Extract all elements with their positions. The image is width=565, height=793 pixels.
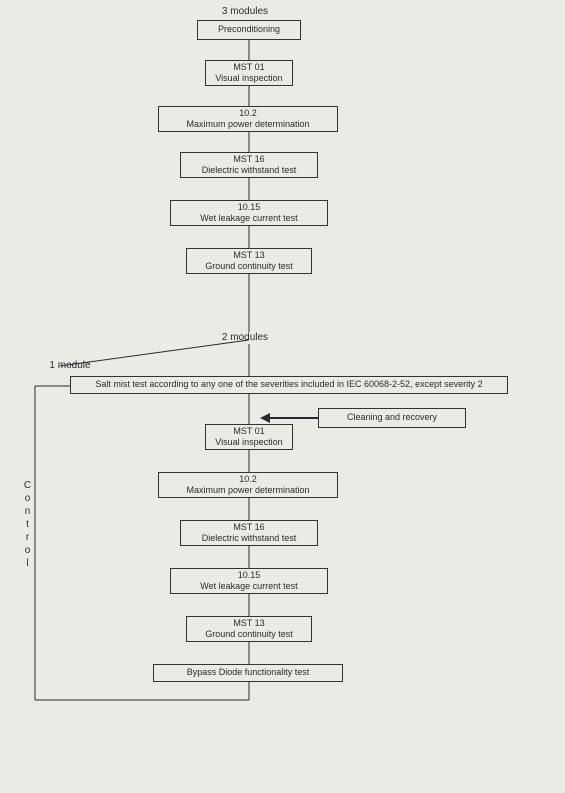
node-label: Ground continuity test	[205, 261, 293, 272]
flow-node-m16a: MST 16Dielectric withstand test	[180, 152, 318, 178]
node-code: 10.15	[238, 202, 261, 213]
node-code: MST 01	[233, 62, 264, 73]
flow-node-p1015a: 10.15Wet leakage current test	[170, 200, 328, 226]
flow-node-salt: Salt mist test according to any one of t…	[70, 376, 508, 394]
flow-node-m13b: MST 13Ground continuity test	[186, 616, 312, 642]
node-code: MST 13	[233, 250, 264, 261]
flow-node-clean: Cleaning and recovery	[318, 408, 466, 428]
flow-node-m13a: MST 13Ground continuity test	[186, 248, 312, 274]
node-code: MST 01	[233, 426, 264, 437]
node-label: Maximum power determination	[186, 119, 309, 130]
node-label: Maximum power determination	[186, 485, 309, 496]
node-label: Dielectric withstand test	[202, 533, 297, 544]
node-label: Wet leakage current test	[200, 213, 297, 224]
node-label: Bypass Diode functionality test	[187, 667, 310, 678]
flow-node-p102a: 10.2Maximum power determination	[158, 106, 338, 132]
label-left: 1 module	[40, 360, 100, 371]
label-mid: 2 modules	[210, 332, 280, 343]
node-label: Visual inspection	[215, 73, 282, 84]
node-label: Visual inspection	[215, 437, 282, 448]
node-label: Salt mist test according to any one of t…	[95, 379, 482, 390]
flow-node-pre: Preconditioning	[197, 20, 301, 40]
node-code: MST 16	[233, 154, 264, 165]
node-label: Preconditioning	[218, 24, 280, 35]
node-code: MST 16	[233, 522, 264, 533]
node-label: Ground continuity test	[205, 629, 293, 640]
flow-node-byp: Bypass Diode functionality test	[153, 664, 343, 682]
node-label: Wet leakage current test	[200, 581, 297, 592]
node-label: Cleaning and recovery	[347, 412, 437, 423]
flow-node-m01a: MST 01Visual inspection	[205, 60, 293, 86]
label-control: Control	[22, 480, 33, 571]
node-code: 10.2	[239, 108, 257, 119]
node-code: 10.15	[238, 570, 261, 581]
flow-node-p102b: 10.2Maximum power determination	[158, 472, 338, 498]
flow-node-p1015b: 10.15Wet leakage current test	[170, 568, 328, 594]
flow-node-m01b: MST 01Visual inspection	[205, 424, 293, 450]
node-code: 10.2	[239, 474, 257, 485]
flow-node-m16b: MST 16Dielectric withstand test	[180, 520, 318, 546]
node-code: MST 13	[233, 618, 264, 629]
node-label: Dielectric withstand test	[202, 165, 297, 176]
label-top: 3 modules	[210, 6, 280, 17]
